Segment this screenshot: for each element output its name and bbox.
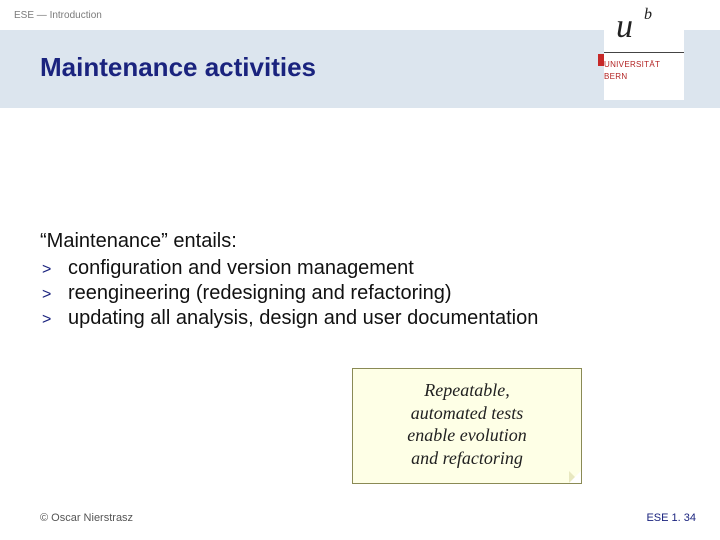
list-item: > configuration and version management <box>40 257 680 280</box>
bullet-text: updating all analysis, design and user d… <box>68 307 538 330</box>
body-content: “Maintenance” entails: > configuration a… <box>40 230 680 330</box>
callout-line: automated tests <box>411 403 524 423</box>
page-fold-icon <box>569 471 581 483</box>
chevron-icon: > <box>40 261 68 279</box>
breadcrumb: ESE — Introduction <box>14 10 102 21</box>
university-logo: u b UNIVERSITÄT BERN <box>604 4 684 100</box>
logo-text-line1: UNIVERSITÄT <box>604 60 660 69</box>
bullet-text: configuration and version management <box>68 257 414 280</box>
slide: ESE — Introduction Maintenance activitie… <box>0 0 720 540</box>
callout-line: and refactoring <box>411 448 523 468</box>
page-title: Maintenance activities <box>40 52 316 83</box>
logo-divider <box>604 52 684 53</box>
logo-b-glyph: b <box>644 6 652 24</box>
chevron-icon: > <box>40 286 68 304</box>
callout-line: enable evolution <box>407 425 526 445</box>
list-item: > reengineering (redesigning and refacto… <box>40 282 680 305</box>
callout-note: Repeatable, automated tests enable evolu… <box>352 368 582 484</box>
logo-u-glyph: u <box>616 8 633 46</box>
callout-text: Repeatable, automated tests enable evolu… <box>365 379 569 469</box>
chevron-icon: > <box>40 311 68 329</box>
bullet-text: reengineering (redesigning and refactori… <box>68 282 452 305</box>
logo-text-line2: BERN <box>604 72 627 81</box>
footer-slide-number: ESE 1. 34 <box>646 512 696 524</box>
list-item: > updating all analysis, design and user… <box>40 307 680 330</box>
lead-text: “Maintenance” entails: <box>40 230 680 253</box>
footer-copyright: © Oscar Nierstrasz <box>40 512 133 524</box>
callout-line: Repeatable, <box>424 380 509 400</box>
